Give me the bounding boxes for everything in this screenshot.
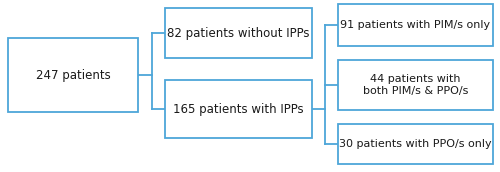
FancyBboxPatch shape — [338, 4, 493, 46]
Text: 91 patients with PIM/s only: 91 patients with PIM/s only — [340, 20, 490, 30]
FancyBboxPatch shape — [8, 38, 138, 112]
Text: 82 patients without IPPs: 82 patients without IPPs — [167, 26, 310, 40]
Text: 30 patients with PPO/s only: 30 patients with PPO/s only — [339, 139, 492, 149]
Text: 44 patients with
both PIM/s & PPO/s: 44 patients with both PIM/s & PPO/s — [363, 74, 468, 96]
Text: 247 patients: 247 patients — [36, 68, 111, 82]
FancyBboxPatch shape — [338, 60, 493, 110]
Text: 165 patients with IPPs: 165 patients with IPPs — [173, 103, 304, 116]
FancyBboxPatch shape — [165, 80, 312, 138]
FancyBboxPatch shape — [338, 124, 493, 164]
FancyBboxPatch shape — [165, 8, 312, 58]
